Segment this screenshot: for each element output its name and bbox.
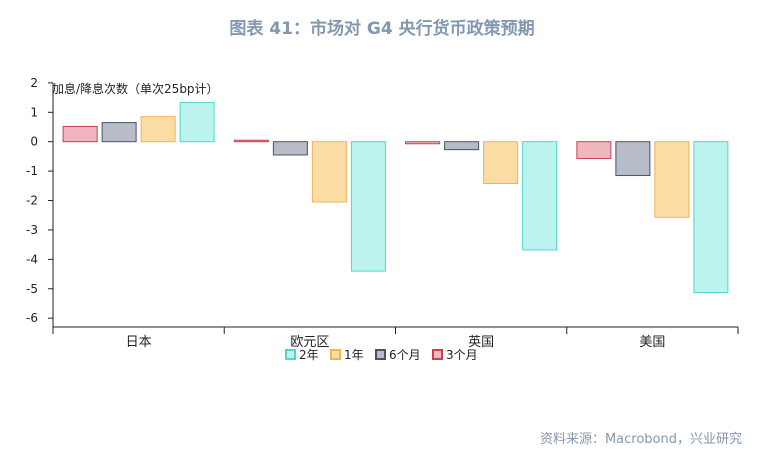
bar-3m-1 <box>233 139 269 143</box>
y-tick-label: 1 <box>30 105 38 119</box>
y-tick-label: 0 <box>30 135 38 149</box>
legend-label-6m: 6个月 <box>389 348 421 362</box>
bar-3m-3 <box>576 141 612 159</box>
y-tick-label: -5 <box>26 282 38 296</box>
x-tick-label: 欧元区 <box>290 335 329 350</box>
y-tick-label: -3 <box>26 223 38 237</box>
legend: 2年 1年 6个月 3个月 <box>285 348 478 362</box>
source-note: 资料来源：Macrobond，兴业研究 <box>539 432 742 447</box>
y-tick-label: -6 <box>26 311 38 325</box>
bar-6m-0 <box>101 122 137 143</box>
legend-swatch-6m <box>375 349 386 360</box>
y-tick-label: 2 <box>30 76 38 90</box>
bar-2y-2 <box>522 141 558 251</box>
bar-3m-2 <box>405 141 441 145</box>
axes-group: 2 1 0 -1 -2 -3 -4 -5 -6 日本 欧元区 英国 美国 <box>26 76 739 350</box>
bar-1y-2 <box>483 141 519 184</box>
bars-group <box>62 102 729 294</box>
bar-3m-0 <box>62 125 98 143</box>
x-tick-label: 英国 <box>468 335 494 350</box>
x-tick-label: 日本 <box>126 335 152 350</box>
y-axis-label: 加息/降息次数（单次25bp计） <box>52 81 219 96</box>
bar-2y-1 <box>350 141 386 272</box>
legend-swatch-1y <box>330 349 341 360</box>
legend-label-3m: 3个月 <box>446 348 478 362</box>
bar-1y-1 <box>311 141 347 203</box>
legend-label-2y: 2年 <box>299 348 319 362</box>
chart-title: 图表 41：市场对 G4 央行货币政策预期 <box>229 19 535 39</box>
bar-2y-3 <box>693 141 729 294</box>
bar-6m-2 <box>444 141 480 151</box>
legend-label-1y: 1年 <box>344 348 364 362</box>
y-tick-label: -4 <box>26 252 38 266</box>
bar-6m-1 <box>272 141 308 156</box>
legend-swatch-3m <box>432 349 443 360</box>
bar-chart: 加息/降息次数（单次25bp计） 2 1 0 -1 -2 -3 -4 -5 -6 日本 欧元区 英国 美… <box>26 76 739 362</box>
bar-1y-0 <box>140 116 176 143</box>
bar-2y-0 <box>179 102 215 143</box>
bar-6m-3 <box>615 141 651 177</box>
x-tick-label: 美国 <box>639 335 665 350</box>
bar-1y-3 <box>654 141 690 218</box>
y-tick-label: -1 <box>26 164 38 178</box>
y-tick-label: -2 <box>26 194 38 208</box>
legend-swatch-2y <box>285 349 296 360</box>
